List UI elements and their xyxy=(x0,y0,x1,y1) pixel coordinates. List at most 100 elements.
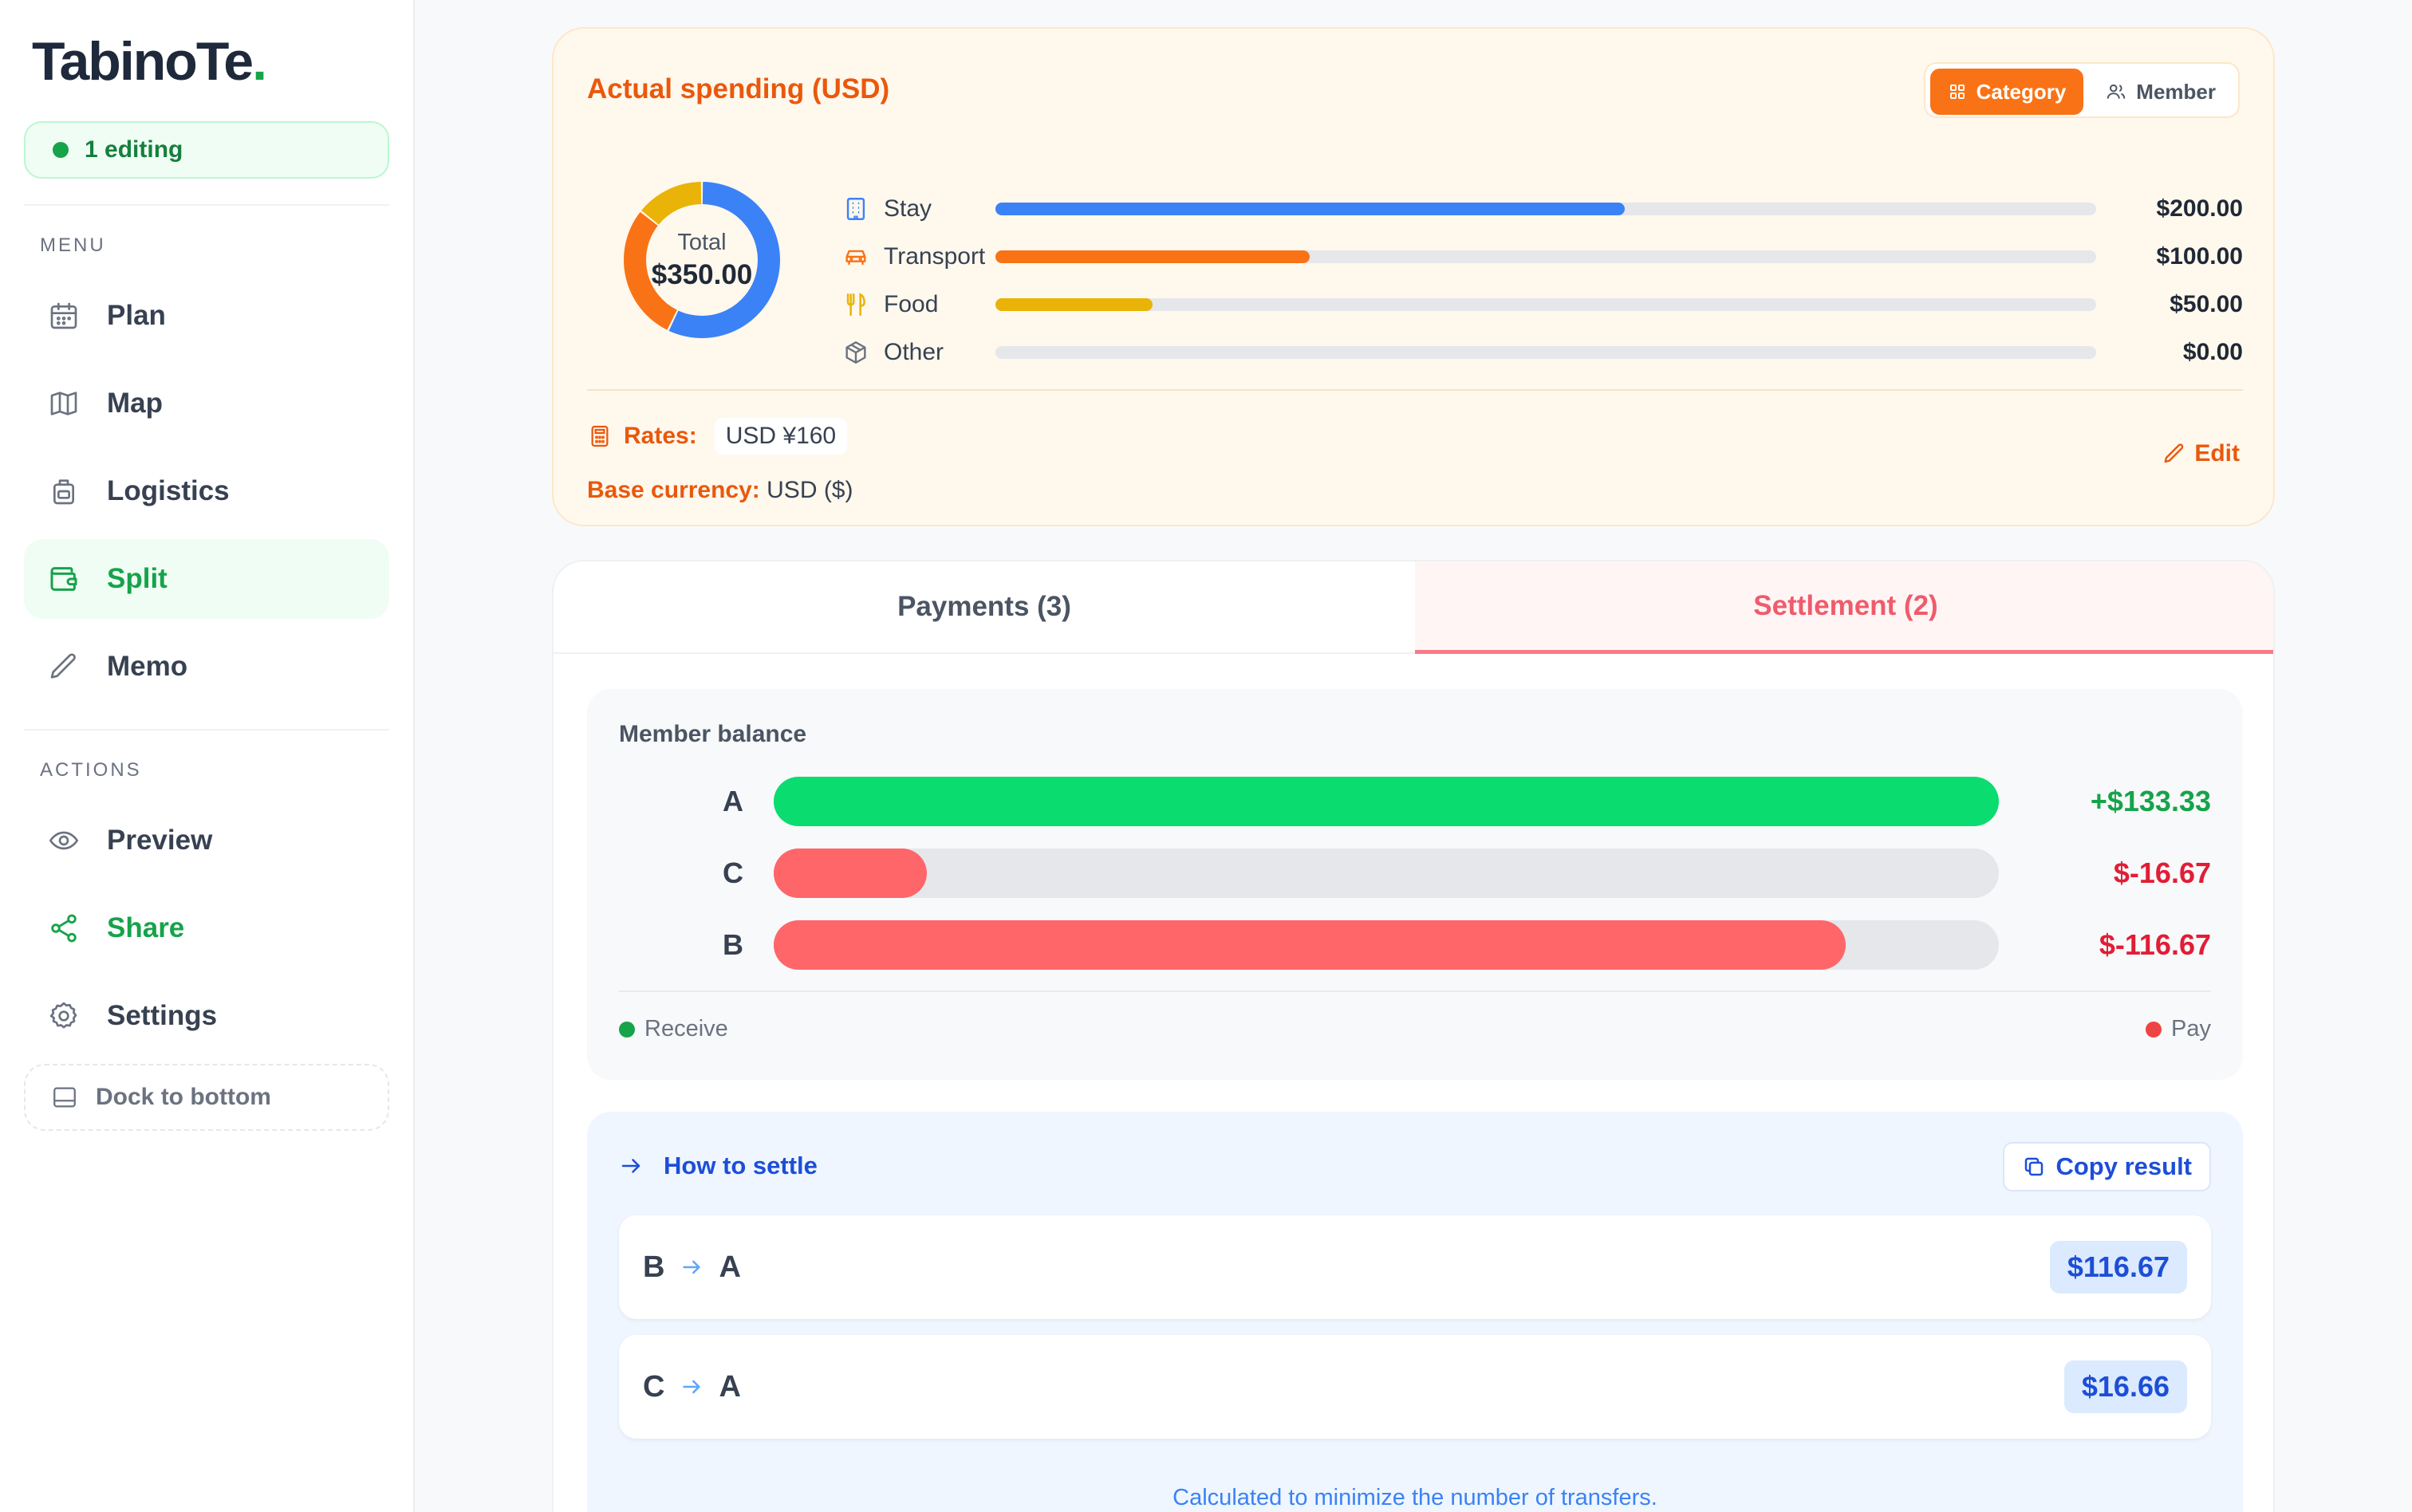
category-row-other: Other $0.00 xyxy=(842,329,2243,376)
sidebar-item-label: Split xyxy=(107,563,168,594)
donut-total-value: $350.00 xyxy=(651,258,753,290)
sidebar-item-share[interactable]: Share xyxy=(24,888,389,968)
balance-bar-fill xyxy=(774,849,927,898)
category-bar-track xyxy=(995,346,2096,359)
dock-bottom-icon xyxy=(51,1084,78,1111)
toggle-member-label: Member xyxy=(2136,79,2216,104)
transfer-to: A xyxy=(719,1369,741,1404)
how-to-settle-heading: How to settle xyxy=(619,1152,818,1180)
edit-rates-button[interactable]: Edit xyxy=(2162,440,2240,467)
category-bar-track xyxy=(995,250,2096,263)
balance-amount: +$133.33 xyxy=(2090,785,2211,817)
sidebar-item-label: Map xyxy=(107,388,163,419)
category-row-stay: Stay $200.00 xyxy=(842,185,2243,233)
category-bar-fill xyxy=(995,203,1625,215)
sidebar-item-label: Plan xyxy=(107,300,166,331)
category-name: Transport xyxy=(884,243,986,270)
legend-pay-dot xyxy=(2146,1021,2162,1038)
legend-pay: Pay xyxy=(2146,1016,2211,1042)
sidebar-item-plan[interactable]: Plan xyxy=(24,276,389,356)
category-name: Other xyxy=(884,339,944,365)
car-icon xyxy=(842,243,869,270)
sidebar-item-label: Memo xyxy=(107,651,188,682)
sidebar-item-label: Share xyxy=(107,912,185,943)
arrow-right-icon xyxy=(680,1256,703,1278)
how-to-settle-panel: How to settle Copy result B A $116.67 C … xyxy=(587,1112,2243,1512)
editing-status-label: 1 editing xyxy=(85,136,183,163)
utensils-icon xyxy=(842,291,869,318)
rate-chip: USD ¥160 xyxy=(714,418,848,455)
donut-center: Total $350.00 xyxy=(606,164,798,356)
rates-line: Rates: USD ¥160 xyxy=(587,418,848,455)
breakdown-toggle: Category Member xyxy=(1923,62,2240,118)
transfer-from: C xyxy=(643,1369,665,1404)
category-name: Food xyxy=(884,291,939,317)
transfer-amount: $16.66 xyxy=(2063,1360,2187,1413)
transfer-amount: $116.67 xyxy=(2049,1241,2187,1293)
gear-icon xyxy=(48,1000,80,1032)
sidebar-item-memo[interactable]: Memo xyxy=(24,627,389,707)
donut-slice-stay xyxy=(668,182,780,338)
luggage-icon xyxy=(48,475,80,507)
toggle-category-button[interactable]: Category xyxy=(1929,69,2084,115)
sidebar-item-split[interactable]: Split xyxy=(24,539,389,619)
sidebar-item-settings[interactable]: Settings xyxy=(24,976,389,1056)
copy-result-label: Copy result xyxy=(2055,1152,2192,1180)
actual-spending-card: Actual spending (USD) Category Member To… xyxy=(552,27,2275,526)
settle-footnote: Calculated to minimize the number of tra… xyxy=(1172,1485,1657,1510)
users-icon xyxy=(2106,81,2126,102)
balance-row-b: B $-116.67 xyxy=(587,920,2243,970)
sidebar-item-preview[interactable]: Preview xyxy=(24,801,389,880)
balance-divider xyxy=(619,990,2211,992)
spending-title: Actual spending (USD) xyxy=(587,73,890,104)
sidebar-item-label: Preview xyxy=(107,825,213,856)
toggle-category-label: Category xyxy=(1976,79,2067,104)
editing-status-badge: 1 editing xyxy=(24,121,389,179)
balance-row-a: A +$133.33 xyxy=(587,777,2243,826)
base-currency-line: Base currency: USD ($) xyxy=(587,477,853,504)
sidebar-divider xyxy=(24,729,389,730)
tab-payments[interactable]: Payments (3) xyxy=(554,561,1415,654)
pencil-icon xyxy=(2162,442,2186,466)
category-bar-fill xyxy=(995,250,1310,263)
category-amount: $100.00 xyxy=(2156,243,2243,270)
transfer-to: A xyxy=(719,1250,741,1284)
dock-to-bottom-button[interactable]: Dock to bottom xyxy=(24,1064,389,1131)
calendar-icon xyxy=(48,300,80,332)
donut-total-label: Total xyxy=(677,229,727,255)
menu-section-label: MENU xyxy=(40,234,106,256)
arrow-right-icon xyxy=(680,1376,703,1398)
eye-icon xyxy=(48,825,80,856)
sidebar-item-label: Logistics xyxy=(107,475,230,506)
spending-divider xyxy=(587,389,2243,391)
balance-bar-track xyxy=(774,777,1999,826)
category-row-transport: Transport $100.00 xyxy=(842,233,2243,281)
legend-pay-label: Pay xyxy=(2171,1016,2211,1041)
transfer-card-b-to-a: B A $116.67 xyxy=(619,1215,2211,1319)
category-bar-fill xyxy=(995,298,1153,311)
rates-label: Rates: xyxy=(624,423,697,449)
tab-settlement[interactable]: Settlement (2) xyxy=(1415,561,2273,654)
transfer-card-c-to-a: C A $16.66 xyxy=(619,1335,2211,1439)
edit-label: Edit xyxy=(2194,440,2240,467)
app-logo[interactable]: TabinoTe. xyxy=(32,31,267,92)
legend-receive-dot xyxy=(619,1021,635,1038)
building-icon xyxy=(842,195,869,222)
base-currency-value: USD ($) xyxy=(767,477,853,503)
balance-bar-track xyxy=(774,849,1999,898)
wallet-icon xyxy=(48,563,80,595)
dock-button-label: Dock to bottom xyxy=(96,1084,271,1110)
toggle-member-button[interactable]: Member xyxy=(2088,69,2233,115)
member-balance-panel: Member balance A +$133.33 C $-16.67 B $-… xyxy=(587,689,2243,1080)
grid-icon xyxy=(1948,82,1967,101)
pencil-icon xyxy=(48,651,80,683)
balance-bar-track xyxy=(774,920,1999,970)
balance-amount: $-16.67 xyxy=(2113,856,2211,889)
sidebar-item-map[interactable]: Map xyxy=(24,364,389,443)
balance-row-c: C $-16.67 xyxy=(587,849,2243,898)
copy-result-button[interactable]: Copy result xyxy=(2003,1142,2211,1191)
sidebar-item-logistics[interactable]: Logistics xyxy=(24,451,389,531)
sidebar: TabinoTe. 1 editing MENU Plan Map Logist… xyxy=(0,0,415,1512)
sidebar-divider xyxy=(24,204,389,206)
category-bar-track xyxy=(995,298,2096,311)
